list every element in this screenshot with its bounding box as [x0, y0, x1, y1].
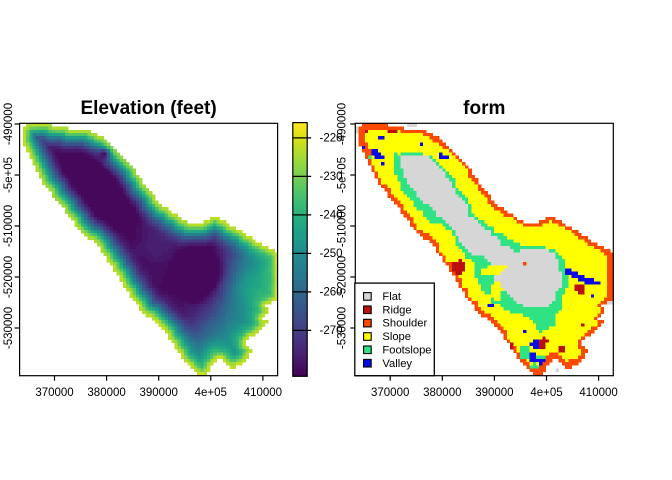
svg-text:Valley: Valley: [382, 358, 412, 370]
svg-text:-5e+05: -5e+05: [337, 157, 349, 193]
svg-text:-220: -220: [320, 132, 343, 144]
svg-text:Flat: Flat: [382, 291, 402, 303]
svg-text:380000: 380000: [423, 387, 461, 399]
svg-text:390000: 390000: [475, 387, 513, 399]
svg-text:-510000: -510000: [337, 205, 349, 247]
svg-text:-250: -250: [320, 248, 343, 260]
svg-text:-530000: -530000: [337, 307, 349, 349]
svg-text:-490000: -490000: [337, 103, 349, 145]
svg-text:410000: 410000: [579, 387, 617, 399]
svg-text:-240: -240: [320, 209, 343, 221]
svg-text:370000: 370000: [371, 387, 409, 399]
svg-text:370000: 370000: [35, 387, 73, 399]
svg-text:-490000: -490000: [3, 103, 15, 145]
svg-text:4e+05: 4e+05: [530, 387, 562, 399]
svg-text:-5e+05: -5e+05: [3, 157, 15, 193]
svg-text:-230: -230: [320, 171, 343, 183]
svg-text:380000: 380000: [87, 387, 125, 399]
svg-text:Slope: Slope: [382, 331, 411, 343]
svg-text:390000: 390000: [140, 387, 178, 399]
svg-text:Ridge: Ridge: [382, 304, 411, 316]
svg-text:-270: -270: [320, 325, 343, 337]
svg-text:-260: -260: [320, 286, 343, 298]
svg-text:-530000: -530000: [3, 307, 15, 349]
svg-text:410000: 410000: [244, 387, 282, 399]
svg-text:-510000: -510000: [3, 205, 15, 247]
svg-text:Elevation (feet): Elevation (feet): [80, 98, 216, 119]
svg-text:form: form: [463, 98, 505, 119]
svg-text:Footslope: Footslope: [382, 344, 431, 356]
svg-text:4e+05: 4e+05: [195, 387, 227, 399]
svg-text:-520000: -520000: [337, 256, 349, 298]
svg-text:-520000: -520000: [3, 256, 15, 298]
svg-text:Shoulder: Shoulder: [382, 318, 427, 330]
